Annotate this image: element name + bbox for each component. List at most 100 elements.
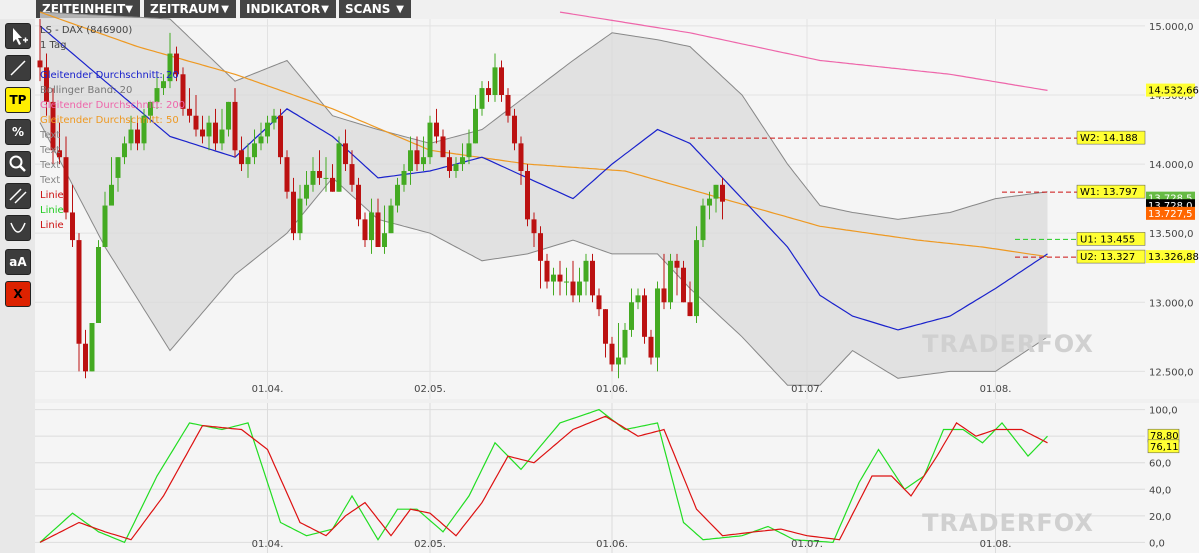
candle-body (362, 219, 368, 241)
candle-body (707, 198, 712, 206)
candle (388, 198, 394, 234)
candle (518, 136, 524, 185)
candle (375, 198, 381, 247)
candle-body (219, 129, 225, 144)
candle (161, 74, 166, 95)
candle (213, 108, 218, 151)
candle (362, 212, 368, 247)
legend-line-3[interactable]: Linie (40, 220, 64, 231)
price-tag-text: 13.326,88 (1148, 252, 1199, 263)
legend-sma200[interactable]: Gleitender Durchschnitt: 200 (40, 100, 186, 111)
legend-sma20[interactable]: Gleitender Durchschnitt: 20 (40, 70, 179, 81)
candle-body (356, 184, 361, 220)
legend-line-2[interactable]: Linie (40, 205, 64, 216)
line-tool[interactable] (5, 55, 31, 81)
stochastic-tag-text: 78,80 (1150, 431, 1179, 442)
legend-sma50[interactable]: Gleitender Durchschnitt: 50 (40, 115, 179, 126)
candle-body (239, 150, 244, 165)
candle (622, 323, 628, 365)
candle (473, 95, 478, 144)
candle (102, 191, 108, 247)
candle-body (395, 184, 400, 206)
delete-all-tool[interactable]: X (5, 281, 31, 307)
candle (414, 136, 420, 171)
cursor-tool[interactable] (5, 23, 31, 49)
legend-text-4[interactable]: Text (40, 175, 61, 186)
candle-body (609, 343, 615, 365)
candle-body (50, 101, 56, 151)
candle-body (466, 143, 472, 158)
level-label: W2: 14.188 (1076, 130, 1146, 145)
chevron-down-icon: ▼ (125, 4, 133, 15)
candle (232, 88, 238, 158)
candle-body (252, 143, 257, 158)
candle (531, 212, 537, 247)
candle (492, 53, 498, 102)
candle-body (557, 274, 563, 282)
price-tag-box (1146, 206, 1195, 220)
y-tick-label: 40,0 (1149, 485, 1171, 496)
candle-body (531, 219, 537, 234)
candle (63, 136, 69, 220)
price-tag-box (1146, 83, 1195, 97)
y-tick-label: 15.000,0 (1149, 22, 1194, 33)
channel-tool[interactable] (5, 183, 31, 209)
legend-text-1[interactable]: Text (40, 130, 61, 141)
menu-indikator[interactable]: INDIKATOR ▼ (240, 0, 336, 18)
candle-body (57, 150, 62, 158)
candle (713, 184, 719, 213)
legend-bollinger[interactable]: Bollinger Band: 20 (40, 85, 133, 96)
legend-text-3[interactable]: Text (40, 160, 61, 171)
candle-body (512, 115, 517, 144)
candle-body (564, 281, 569, 283)
candle (486, 81, 491, 102)
level-label-text: W1: 13.797 (1080, 187, 1138, 198)
candle (681, 260, 686, 303)
candle-body (245, 157, 251, 165)
candle-body (661, 288, 667, 303)
legend-line-1[interactable]: Linie (40, 190, 64, 201)
candle (460, 143, 465, 171)
candle (687, 281, 693, 317)
candle (700, 198, 706, 247)
candle-body (687, 302, 693, 317)
candle-body (135, 129, 140, 144)
candle-body (401, 171, 407, 185)
candle-body (284, 157, 290, 192)
stochastic-tag-box (1147, 439, 1180, 454)
candle-body (317, 171, 322, 178)
candle-body (603, 309, 608, 344)
candle (271, 108, 277, 130)
level-label-text: W2: 14.188 (1080, 133, 1138, 144)
candle (707, 191, 712, 220)
candle-body (447, 157, 452, 171)
y-tick-label: 12.500,0 (1149, 367, 1194, 378)
zoom-tool[interactable] (5, 151, 31, 177)
candle-body (141, 115, 147, 144)
curve-tool[interactable] (5, 215, 31, 241)
level-lines[interactable]: W2: 14.188 W1: 13.797 U1: 13.455 U2: 13.327 (690, 130, 1146, 264)
menu-zeitraum[interactable]: ZEITRAUM ▼ (144, 0, 236, 18)
tp-tool[interactable]: TP (5, 87, 31, 113)
chevron-down-icon: ▼ (396, 4, 404, 15)
legend-text-2[interactable]: Text (40, 145, 61, 156)
menu-zeiteinheit[interactable]: ZEITEINHEIT ▼ (36, 0, 140, 18)
menu-scans[interactable]: SCANS ▼ (339, 0, 411, 18)
candle (265, 115, 270, 144)
candle-body (577, 281, 582, 296)
text-tool[interactable]: aA (5, 249, 31, 275)
cursor-plus-icon (13, 28, 28, 45)
x-tick-label: 01.04. (252, 384, 284, 395)
candle-body (278, 115, 283, 158)
candle (720, 177, 725, 220)
price-tag-text: 14.532,66 (1148, 86, 1199, 97)
candle-body (681, 267, 686, 303)
percent-tool[interactable]: % (5, 119, 31, 145)
candle-body (525, 171, 530, 220)
candle-body (167, 53, 173, 82)
candle-body (427, 122, 433, 158)
candle (291, 177, 296, 241)
candle-body (382, 233, 387, 247)
candle-body (440, 136, 446, 158)
